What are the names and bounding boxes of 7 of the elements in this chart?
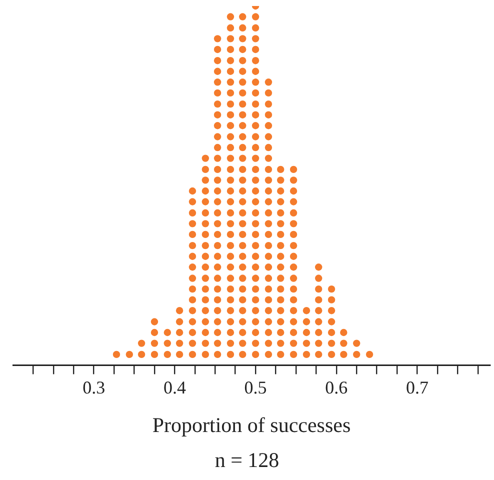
x-tick-label: 0.3 — [82, 378, 106, 398]
x-tick-label: 0.4 — [163, 378, 186, 398]
x-axis-title: Proportion of successes — [152, 412, 351, 437]
x-tick-label: 0.5 — [244, 378, 267, 398]
x-tick-label: 0.6 — [325, 378, 348, 398]
text: n = 128 — [214, 448, 280, 473]
x-tick-label: 0.7 — [406, 378, 428, 398]
